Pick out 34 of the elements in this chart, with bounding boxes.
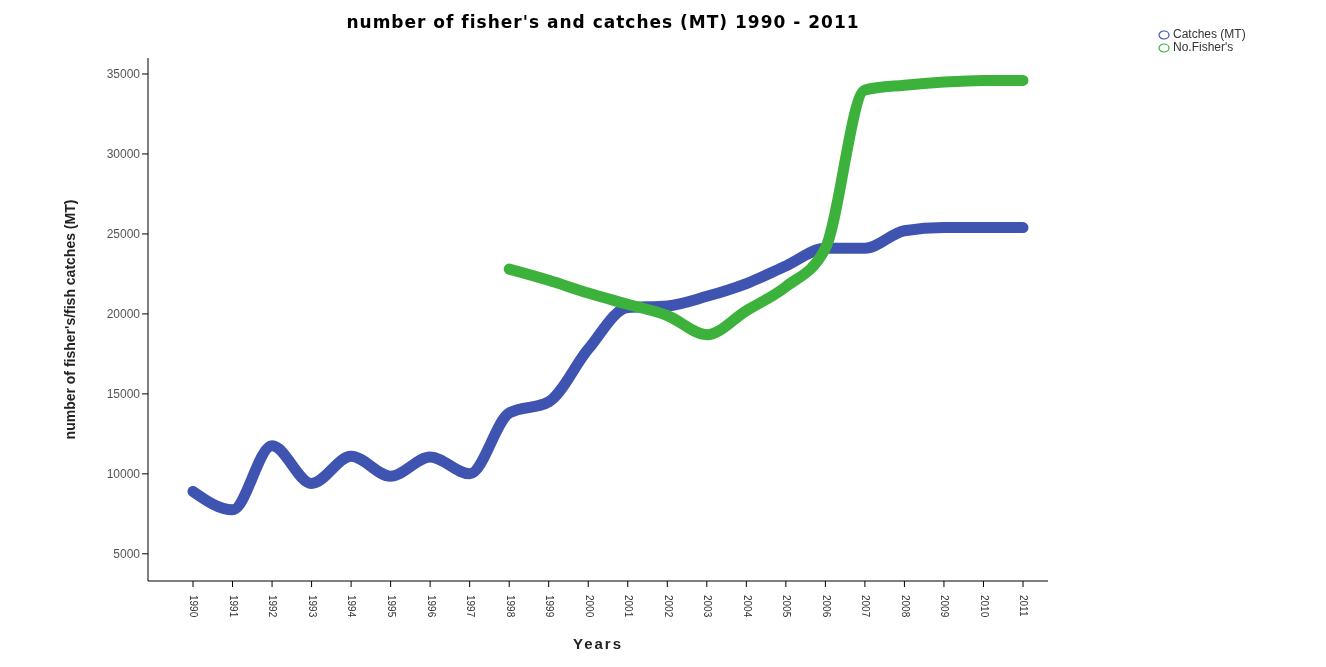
y-tick-label: 15000 bbox=[106, 387, 141, 402]
x-tick-label: 1995 bbox=[385, 595, 397, 618]
x-tick-label: 2008 bbox=[899, 595, 911, 618]
x-tick-label: 2010 bbox=[978, 595, 990, 618]
x-tick-label: 1994 bbox=[346, 595, 358, 618]
legend-label: No.Fisher's bbox=[1173, 40, 1234, 54]
y-tick-label: 10000 bbox=[106, 467, 141, 482]
x-tick-label: 1991 bbox=[227, 595, 239, 618]
x-tick-label: 2004 bbox=[741, 595, 753, 618]
x-tick-label: 2003 bbox=[702, 595, 714, 618]
x-tick-label: 2011 bbox=[1018, 595, 1030, 617]
y-tick-label: 20000 bbox=[106, 307, 141, 322]
x-tick-label: 2005 bbox=[781, 595, 793, 618]
x-tick-label: 1992 bbox=[267, 595, 279, 618]
legend-label: Catches (MT) bbox=[1173, 27, 1246, 41]
y-tick-label: 25000 bbox=[106, 227, 141, 242]
x-tick-label: 2001 bbox=[623, 595, 635, 618]
x-tick-label: 2007 bbox=[860, 595, 872, 618]
x-tick-label: 1998 bbox=[504, 595, 516, 618]
y-axis-title: number of fisher's/fish catches (MT) bbox=[61, 199, 78, 440]
x-tick-label: 1996 bbox=[425, 595, 437, 618]
chart-title: number of fisher's and catches (MT) 1990 - 2011 bbox=[345, 12, 861, 32]
x-tick-label: 1997 bbox=[465, 595, 477, 618]
x-tick-label: 1990 bbox=[188, 595, 200, 618]
x-tick-label: 2000 bbox=[583, 595, 595, 618]
x-axis-title: Years bbox=[572, 635, 624, 652]
x-tick-label: 2002 bbox=[662, 595, 674, 618]
y-tick-label: 5000 bbox=[113, 547, 141, 562]
y-tick-label: 35000 bbox=[106, 67, 141, 82]
x-tick-label: 2006 bbox=[820, 595, 832, 618]
x-tick-label: 1999 bbox=[544, 595, 556, 618]
x-tick-label: 1993 bbox=[306, 595, 318, 618]
x-tick-label: 2009 bbox=[939, 595, 951, 618]
y-tick-label: 30000 bbox=[106, 147, 141, 162]
